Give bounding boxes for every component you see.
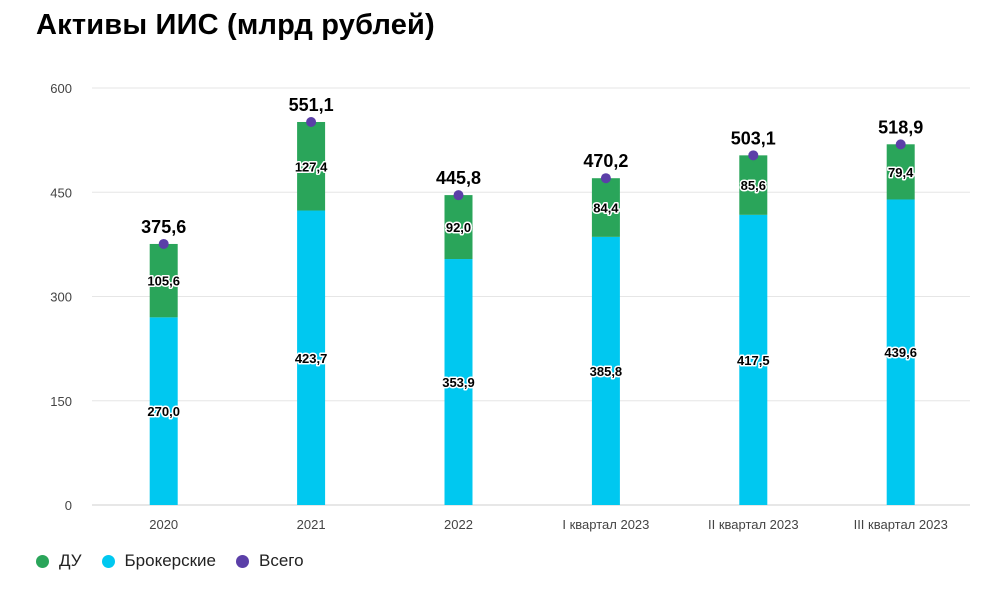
broker-value-label: 417,5 <box>737 353 770 368</box>
total-value-label: 445,8 <box>436 168 481 188</box>
total-marker <box>306 116 317 127</box>
total-marker <box>895 139 906 150</box>
legend-du-label: ДУ <box>59 551 82 570</box>
bar-du <box>149 243 178 318</box>
bar-broker <box>886 199 915 505</box>
bar-broker <box>297 210 326 505</box>
broker-value-label: 270,0 <box>147 404 180 419</box>
legend-item-du: ДУ <box>36 551 82 571</box>
total-value-label: 518,9 <box>878 117 923 137</box>
bar-du <box>591 178 620 237</box>
legend-total-label: Всего <box>259 551 304 570</box>
legend-item-broker: Брокерские <box>101 551 217 571</box>
legend-broker-marker <box>101 554 115 568</box>
bar-broker <box>149 317 178 505</box>
chart-title: Активы ИИС (млрд рублей) <box>36 9 435 41</box>
x-tick-label: III квартал 2023 <box>854 517 948 532</box>
legend-du-marker <box>36 554 49 568</box>
du-value-label: 127,4 <box>295 159 328 174</box>
total-marker <box>158 238 169 249</box>
bar-du <box>297 121 326 211</box>
y-tick-label: 0 <box>65 498 72 513</box>
du-value-label: 84,4 <box>593 201 619 216</box>
legend-item-total: Всего <box>236 551 304 571</box>
broker-value-label: 353,9 <box>442 375 475 390</box>
total-value-label: 551,1 <box>289 95 334 115</box>
broker-value-label: 439,6 <box>884 345 917 360</box>
x-tick-label: 2021 <box>297 517 326 532</box>
total-marker <box>600 173 611 184</box>
total-marker <box>748 150 759 161</box>
legend: ДУ Брокерские Всего <box>36 548 324 574</box>
du-value-label: 85,6 <box>741 178 766 193</box>
y-tick-label: 300 <box>50 290 72 305</box>
du-value-label: 79,4 <box>888 165 914 180</box>
total-value-label: 503,1 <box>731 128 776 148</box>
total-value-label: 470,2 <box>583 151 628 171</box>
total-marker <box>453 190 464 201</box>
x-tick-label: II квартал 2023 <box>708 517 799 532</box>
du-value-label: 105,6 <box>147 274 180 289</box>
bar-broker <box>591 236 620 505</box>
bar-du <box>886 144 915 200</box>
y-tick-label: 450 <box>50 185 72 200</box>
legend-broker-label: Брокерские <box>124 551 217 570</box>
total-value-label: 375,6 <box>141 217 186 237</box>
bar-du <box>444 195 473 260</box>
du-value-label: 92,0 <box>446 220 471 235</box>
legend-total-marker <box>236 554 250 568</box>
broker-value-label: 423,7 <box>295 351 328 366</box>
x-tick-label: 2020 <box>149 517 178 532</box>
y-tick-label: 150 <box>50 394 72 409</box>
broker-value-label: 385,8 <box>590 364 623 379</box>
x-tick-label: 2022 <box>444 517 473 532</box>
y-tick-label: 600 <box>50 81 72 96</box>
x-tick-label: I квартал 2023 <box>562 517 649 532</box>
bar-du <box>739 155 768 215</box>
bar-broker <box>739 214 768 505</box>
bar-broker <box>444 259 473 505</box>
